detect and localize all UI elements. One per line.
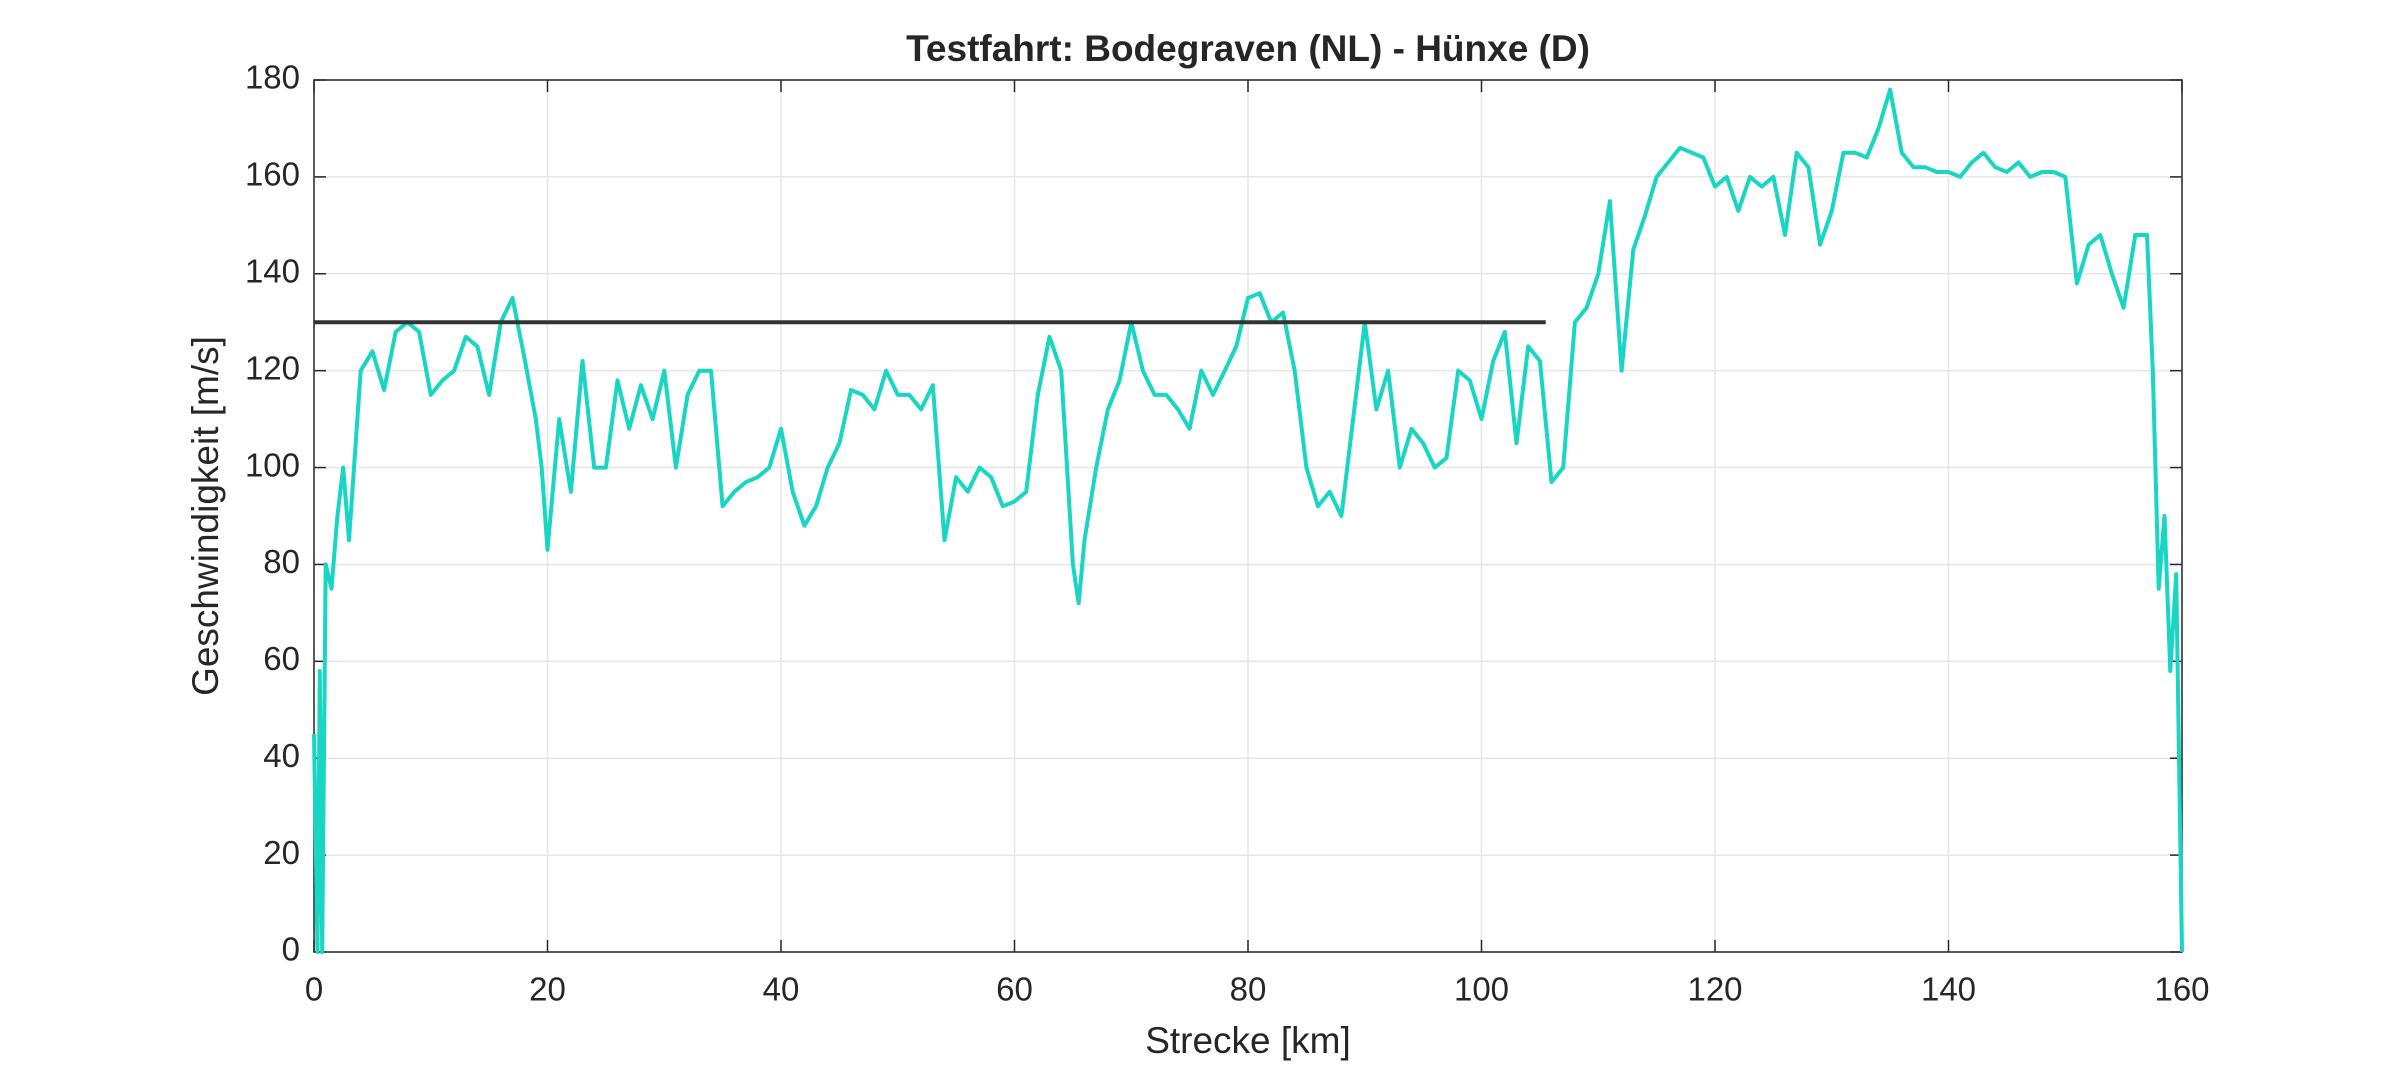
y-axis-title: Geschwindigkeit [m/s] xyxy=(185,336,226,696)
x-tick-label: 60 xyxy=(996,971,1033,1008)
y-tick-label: 60 xyxy=(263,640,300,677)
x-tick-label: 120 xyxy=(1687,971,1742,1008)
x-tick-label: 20 xyxy=(529,971,566,1008)
y-tick-label: 0 xyxy=(282,931,300,968)
y-tick-label: 80 xyxy=(263,543,300,580)
y-tick-label: 20 xyxy=(263,834,300,871)
y-tick-label: 180 xyxy=(245,59,300,96)
x-tick-label: 0 xyxy=(305,971,323,1008)
y-tick-label: 160 xyxy=(245,156,300,193)
x-tick-label: 160 xyxy=(2154,971,2209,1008)
x-axis-title: Strecke [km] xyxy=(1145,1020,1351,1061)
y-tick-label: 140 xyxy=(245,252,300,289)
y-tick-label: 100 xyxy=(245,446,300,483)
x-tick-label: 40 xyxy=(763,971,800,1008)
data-line xyxy=(312,87,2184,954)
x-tick-label: 80 xyxy=(1230,971,1267,1008)
chart-title: Testfahrt: Bodegraven (NL) - Hünxe (D) xyxy=(906,28,1590,69)
x-tick-label: 100 xyxy=(1454,971,1509,1008)
y-tick-label: 40 xyxy=(263,737,300,774)
plot-frame xyxy=(313,79,2183,953)
y-tick-label: 120 xyxy=(245,349,300,386)
x-tick-label: 140 xyxy=(1921,971,1976,1008)
